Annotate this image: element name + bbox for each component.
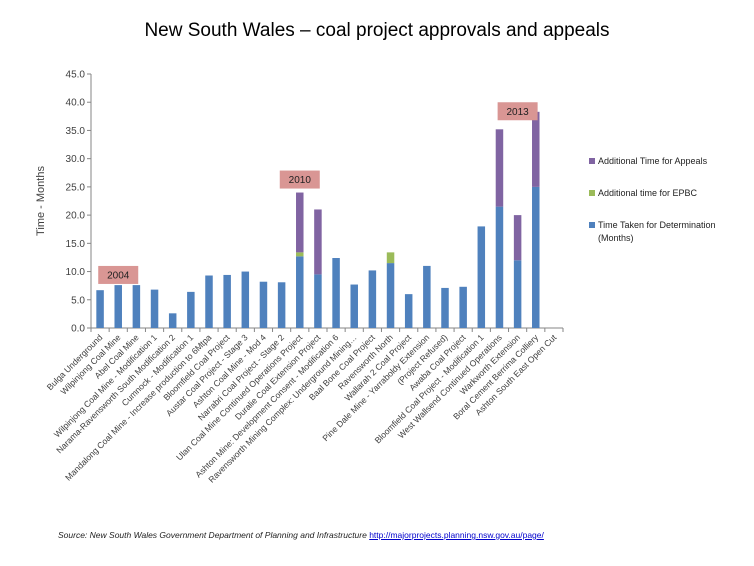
y-tick-label: 25.0 — [66, 182, 86, 193]
y-axis-title: Time - Months — [35, 166, 47, 236]
bar-appeals-23 — [513, 215, 522, 261]
chart-title: New South Wales – coal project approvals… — [144, 20, 610, 41]
bar-determination-24 — [532, 186, 540, 328]
y-tick-label: 5.0 — [71, 295, 85, 306]
bar-determination-19 — [441, 287, 449, 328]
bar-appeals-12 — [314, 209, 322, 275]
legend-label-determination: Time Taken for Determination (Months) — [598, 220, 716, 243]
annotation-label-2010: 2010 — [289, 175, 312, 186]
annotation-box-2013 — [497, 102, 538, 121]
bar-determination-10 — [277, 282, 286, 328]
bar-epbc-16 — [386, 252, 395, 264]
legend-label-epbc: Additional time for EPBC — [598, 188, 698, 198]
chart-bars — [96, 111, 540, 328]
y-tick-label: 10.0 — [66, 267, 86, 278]
bar-determination-16 — [386, 263, 395, 328]
annotation-label-2013: 2013 — [506, 107, 529, 118]
chart-annotations: 2004 2010 2013 — [98, 102, 538, 284]
annotation-label-2004: 2004 — [107, 270, 130, 281]
legend-label-appeals: Additional Time for Appeals — [598, 156, 708, 166]
bar-determination-5 — [187, 291, 195, 328]
bar-determination-0 — [96, 290, 104, 328]
bar-determination-1 — [114, 285, 122, 328]
bar-determination-2 — [132, 285, 141, 328]
bar-determination-6 — [205, 275, 213, 328]
source-text: Source: New South Wales Government Depar… — [58, 530, 370, 540]
bar-appeals-11 — [296, 192, 304, 253]
bar-determination-23 — [513, 260, 522, 328]
source-link[interactable]: http://majorprojects.planning.nsw.gov.au… — [369, 530, 544, 540]
bar-determination-18 — [423, 265, 431, 328]
bar-determination-17 — [404, 294, 413, 328]
bar-determination-13 — [332, 258, 340, 328]
bar-determination-8 — [241, 271, 250, 328]
source-note: Source: New South Wales Government Depar… — [58, 530, 544, 540]
chart-axes: 0.0 5.0 10.0 15.0 20.0 25.0 30.0 35.0 40.0 45.0 Ti… — [35, 70, 564, 335]
y-tick-label: 30.0 — [66, 154, 86, 165]
bar-epbc-11 — [296, 252, 304, 257]
bar-determination-3 — [150, 289, 159, 328]
legend-swatch-appeals — [589, 158, 595, 164]
bar-determination-15 — [368, 270, 377, 328]
bar-appeals-22 — [495, 129, 504, 207]
annotation-box-2010 — [279, 170, 320, 189]
bar-determination-14 — [350, 284, 358, 328]
y-tick-label: 0.0 — [71, 324, 85, 335]
y-tick-label: 35.0 — [66, 126, 86, 137]
bar-determination-9 — [259, 281, 268, 328]
legend-swatch-epbc — [589, 190, 595, 196]
bar-determination-21 — [477, 226, 486, 328]
bar-determination-22 — [495, 206, 504, 328]
y-tick-label: 15.0 — [66, 239, 86, 250]
annotation-box-2004 — [98, 265, 139, 284]
y-tick-label: 45.0 — [66, 70, 86, 81]
legend-swatch-determination — [589, 222, 595, 228]
bar-determination-12 — [314, 274, 322, 328]
y-tick-label: 40.0 — [66, 98, 86, 109]
bar-determination-11 — [296, 256, 304, 328]
bar-determination-20 — [459, 286, 467, 328]
y-tick-label: 20.0 — [66, 211, 86, 222]
bar-appeals-24 — [532, 111, 540, 187]
bar-determination-4 — [168, 313, 177, 328]
bar-determination-7 — [223, 274, 231, 328]
